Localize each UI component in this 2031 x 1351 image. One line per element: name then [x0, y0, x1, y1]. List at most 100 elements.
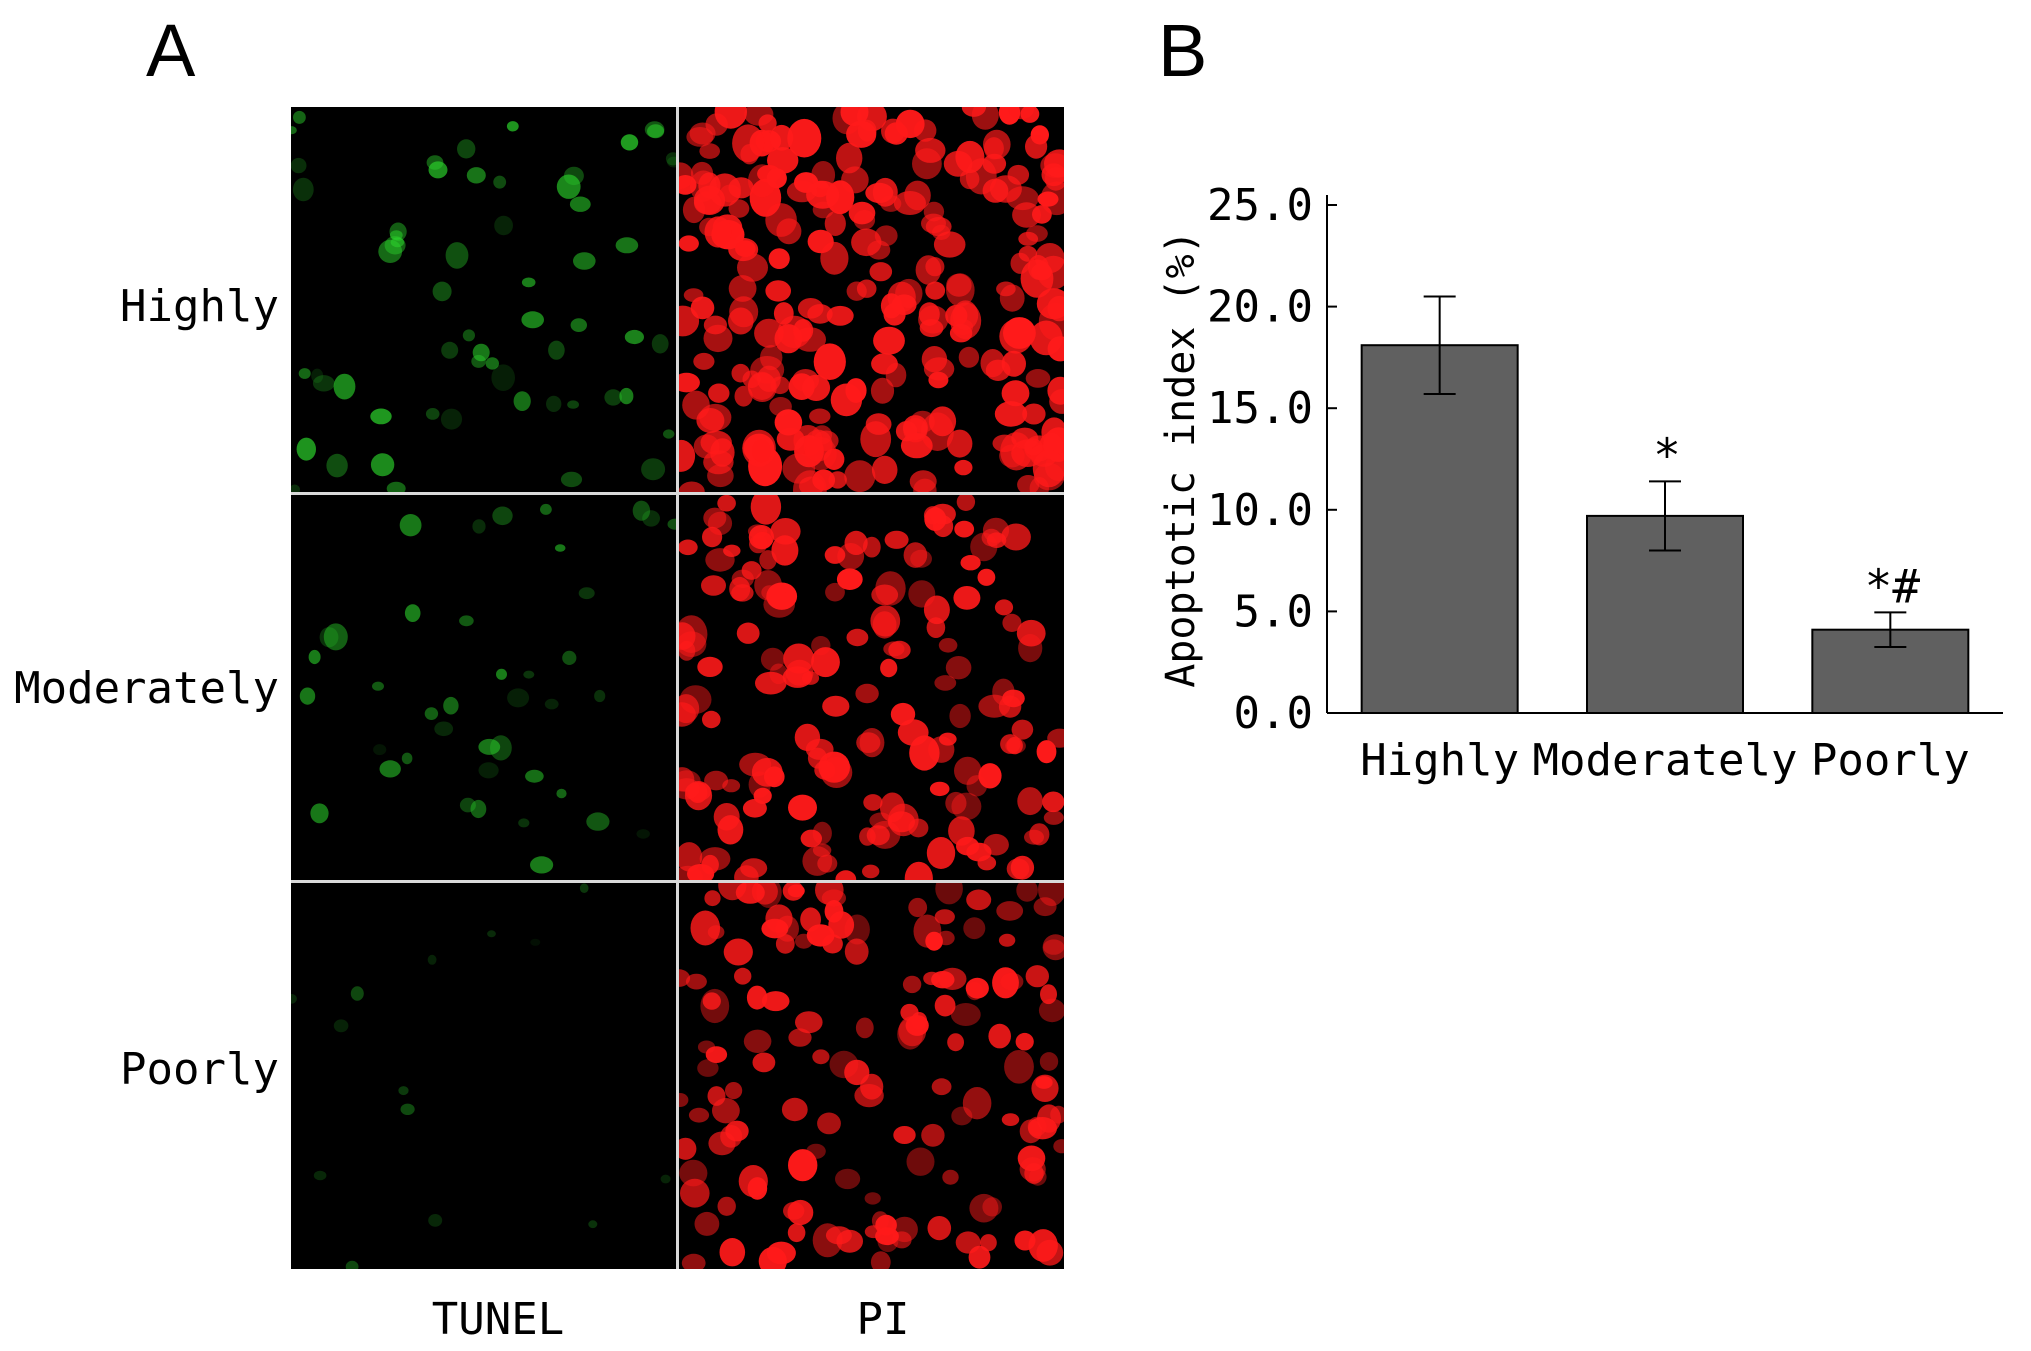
cell-nucleus	[950, 302, 982, 340]
cell-nucleus	[787, 1223, 806, 1243]
cell-nucleus	[567, 400, 579, 409]
cell-nucleus	[1004, 1050, 1034, 1084]
cell-nucleus	[372, 681, 384, 691]
cell-nucleus	[493, 175, 507, 189]
cell-nucleus	[1025, 369, 1051, 388]
panel-b-label: B	[1158, 9, 1208, 92]
cell-nucleus	[426, 155, 444, 170]
cell-nucleus	[788, 794, 817, 821]
cell-nucleus	[893, 1126, 916, 1144]
tunel-highly-image	[291, 107, 676, 492]
cell-nucleus	[754, 318, 784, 348]
x-tick-label: Moderately	[1533, 735, 1798, 786]
cell-nucleus	[619, 387, 634, 405]
cell-nucleus	[946, 273, 975, 307]
cell-nucleus	[496, 668, 507, 680]
cell-nucleus	[333, 1019, 349, 1033]
cell-nucleus	[701, 575, 726, 596]
cell-nucleus	[319, 627, 339, 648]
cell-nucleus	[707, 511, 733, 536]
cell-nucleus	[783, 1202, 805, 1220]
cell-nucleus	[954, 459, 973, 476]
cell-nucleus	[521, 311, 544, 329]
cell-nucleus	[825, 582, 845, 602]
cell-nucleus	[379, 760, 401, 778]
cell-nucleus	[821, 889, 846, 907]
cell-nucleus	[983, 137, 1004, 160]
cell-nucleus	[950, 1003, 981, 1026]
cell-nucleus	[908, 897, 928, 918]
cell-nucleus	[478, 738, 501, 755]
cell-nucleus	[928, 736, 955, 763]
cell-nucleus	[445, 242, 469, 269]
cell-nucleus	[736, 622, 760, 644]
cell-nucleus	[1018, 231, 1039, 246]
cell-nucleus	[906, 1147, 935, 1176]
cell-nucleus	[728, 177, 754, 199]
cell-nucleus	[466, 167, 486, 184]
cell-nucleus	[714, 107, 747, 129]
cell-nucleus	[1016, 883, 1038, 902]
cell-nucleus	[760, 647, 785, 671]
cell-nucleus	[836, 142, 863, 174]
cell-nucleus	[615, 237, 639, 254]
cell-nucleus	[929, 503, 956, 525]
cell-nucleus	[844, 460, 876, 492]
cell-nucleus	[586, 812, 610, 831]
cell-nucleus	[1001, 1113, 1020, 1126]
cell-nucleus	[663, 429, 675, 439]
cell-nucleus	[624, 329, 644, 345]
cell-nucleus	[781, 1097, 808, 1122]
cell-nucleus	[1036, 740, 1057, 764]
cell-nucleus	[758, 114, 777, 132]
cell-nucleus	[999, 284, 1025, 312]
cell-nucleus	[693, 185, 726, 215]
cell-nucleus	[708, 383, 730, 403]
cell-nucleus	[869, 812, 893, 829]
cell-nucleus	[934, 909, 955, 925]
cell-nucleus	[1036, 1239, 1064, 1266]
cell-nucleus	[929, 781, 950, 797]
cell-nucleus	[1025, 965, 1049, 988]
cell-nucleus	[687, 864, 715, 880]
cell-nucleus	[298, 368, 311, 379]
cell-nucleus	[432, 281, 452, 302]
cell-nucleus	[472, 343, 490, 362]
cell-nucleus	[291, 484, 300, 492]
cell-nucleus	[769, 397, 792, 417]
cell-nucleus	[826, 305, 854, 326]
cell-nucleus	[424, 707, 439, 720]
cell-nucleus	[400, 1103, 415, 1115]
y-tick-label: 25.0	[1207, 180, 1313, 231]
cell-nucleus	[788, 1028, 812, 1047]
cell-nucleus	[644, 121, 665, 138]
cell-nucleus	[1014, 1230, 1036, 1251]
cell-nucleus	[769, 124, 794, 151]
cell-nucleus	[875, 571, 906, 606]
cell-nucleus	[560, 471, 583, 488]
cell-nucleus	[490, 735, 512, 761]
cell-nucleus	[679, 1093, 689, 1107]
cell-nucleus	[836, 568, 863, 590]
cell-nucleus	[938, 638, 958, 653]
y-tick-label: 0.0	[1234, 688, 1313, 739]
cell-nucleus	[775, 934, 795, 954]
x-tick-label: Poorly	[1811, 735, 1970, 786]
cell-nucleus	[873, 326, 905, 355]
cell-nucleus	[872, 611, 897, 639]
cell-nucleus	[844, 914, 870, 945]
cell-nucleus	[935, 883, 963, 905]
cell-nucleus	[1043, 810, 1064, 825]
cell-nucleus	[1010, 855, 1035, 880]
cell-nucleus	[679, 685, 712, 714]
cell-nucleus	[707, 464, 734, 488]
cell-nucleus	[523, 670, 535, 679]
cell-nucleus	[921, 346, 948, 373]
cell-nucleus	[969, 1193, 999, 1223]
cell-nucleus	[570, 318, 587, 332]
cell-nucleus	[578, 587, 595, 600]
cell-nucleus	[699, 143, 720, 159]
cell-nucleus	[864, 1192, 881, 1205]
cell-nucleus	[817, 1112, 841, 1135]
cell-nucleus	[869, 262, 893, 282]
